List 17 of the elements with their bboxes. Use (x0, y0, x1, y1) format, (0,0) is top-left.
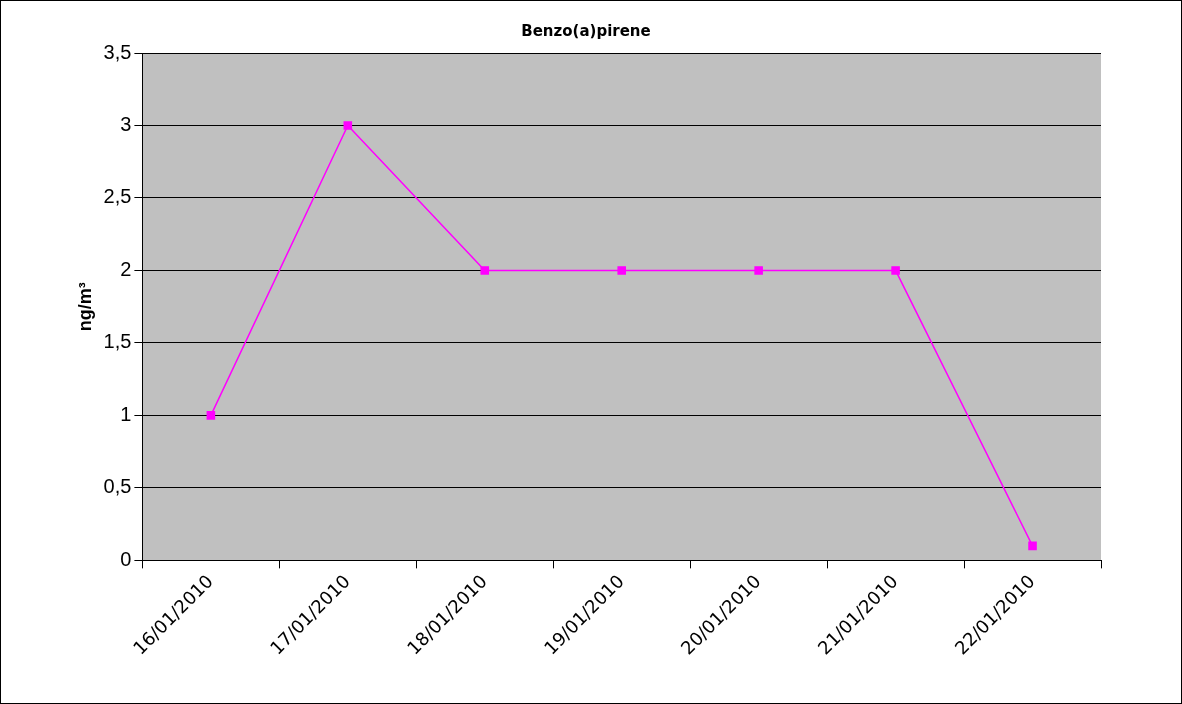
y-tick-label: 0 (120, 547, 132, 570)
y-tick-label: 2,5 (103, 185, 132, 208)
y-tick-label: 3,5 (103, 40, 132, 63)
y-tick-label: 1,5 (103, 330, 132, 353)
point (754, 266, 763, 275)
point (1028, 541, 1037, 551)
point (343, 121, 353, 130)
chart-title: Benzo(a)pirene (521, 21, 651, 40)
y-tick-label: 2 (120, 257, 132, 280)
y-axis-title: ng/m³ (74, 282, 95, 332)
point (206, 411, 216, 420)
y-tick-label: 0,5 (103, 475, 132, 498)
y-tick-label: 3 (120, 113, 132, 135)
y-tick-label: 1 (120, 402, 132, 425)
point (480, 266, 490, 275)
point (891, 266, 900, 275)
point (617, 266, 626, 275)
